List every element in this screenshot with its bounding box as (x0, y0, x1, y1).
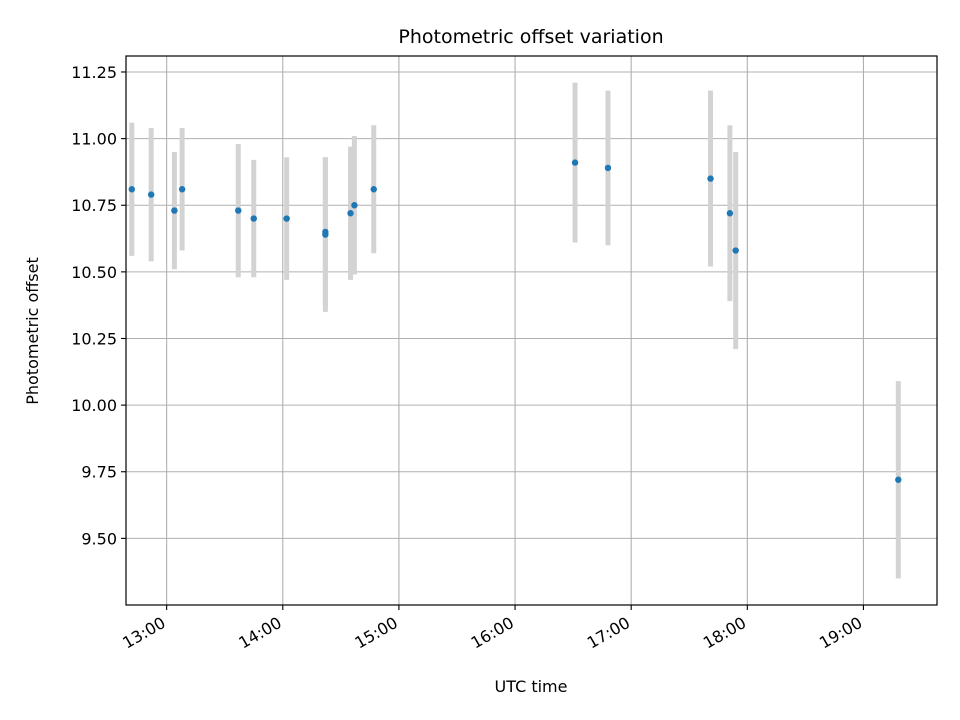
data-point (347, 210, 354, 217)
y-tick-label: 10.00 (71, 396, 117, 415)
data-point (147, 191, 155, 198)
data-point (351, 202, 358, 209)
data-point (571, 159, 579, 166)
data-point (322, 228, 329, 236)
data-point (283, 215, 290, 222)
data-point (128, 186, 136, 193)
data-points (128, 159, 902, 483)
data-point (370, 186, 377, 193)
y-tick-label: 9.75 (81, 463, 117, 482)
data-point (178, 186, 186, 193)
y-axis-title: Photometric offset (23, 257, 42, 405)
y-tick-label: 10.25 (71, 329, 117, 348)
data-point (235, 207, 242, 214)
y-tick-label: 11.00 (71, 130, 117, 149)
y-tick-label: 10.50 (71, 263, 117, 282)
data-point (895, 476, 902, 483)
chart-title: Photometric offset variation (398, 26, 663, 48)
data-point (732, 247, 739, 254)
y-tick-label: 11.25 (71, 63, 117, 82)
y-tick-label: 9.50 (81, 529, 117, 548)
data-point (604, 164, 612, 172)
data-point (726, 210, 734, 217)
y-axis-ticks: 9.50 9.75 10.00 10.25 10.50 10.75 11.00 11.25 (71, 63, 126, 548)
y-tick-label: 10.75 (71, 196, 117, 215)
data-point (250, 215, 257, 222)
grid (126, 56, 937, 605)
data-point (707, 175, 714, 182)
x-axis-title: UTC time (495, 677, 568, 696)
data-point (171, 207, 178, 214)
plot-area-frame (125, 55, 938, 606)
